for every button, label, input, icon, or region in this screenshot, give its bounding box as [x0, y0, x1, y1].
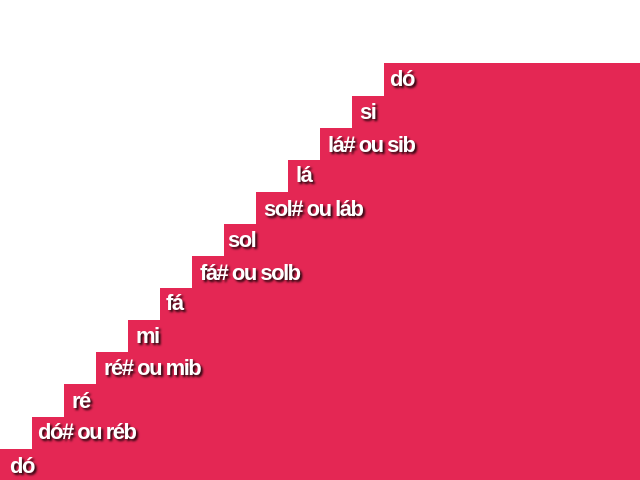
note-label: dó# ou réb [38, 419, 137, 444]
note-label: fá [166, 290, 184, 315]
step-6 [160, 288, 640, 320]
note-label: lá [296, 162, 313, 187]
step-2 [32, 417, 640, 449]
note-label: sol [228, 227, 257, 252]
note-label: dó [10, 453, 35, 478]
step-5 [128, 320, 640, 352]
note-label: si [360, 99, 377, 124]
step-10 [288, 160, 640, 192]
note-label: sol# ou láb [264, 196, 364, 221]
step-4 [96, 352, 640, 384]
step-12 [352, 96, 640, 128]
note-label: ré [72, 388, 91, 413]
step-9 [256, 192, 640, 224]
step-7 [192, 256, 640, 288]
note-label: mi [136, 323, 160, 348]
step-1 [0, 449, 640, 480]
note-label: dó [390, 66, 415, 91]
note-label: lá# ou sib [328, 132, 416, 157]
step-3 [64, 384, 640, 417]
step-11 [320, 128, 640, 160]
note-label: fá# ou solb [200, 260, 301, 285]
note-label: ré# ou mib [104, 355, 202, 380]
step-8 [224, 224, 640, 256]
step-13 [384, 63, 640, 96]
